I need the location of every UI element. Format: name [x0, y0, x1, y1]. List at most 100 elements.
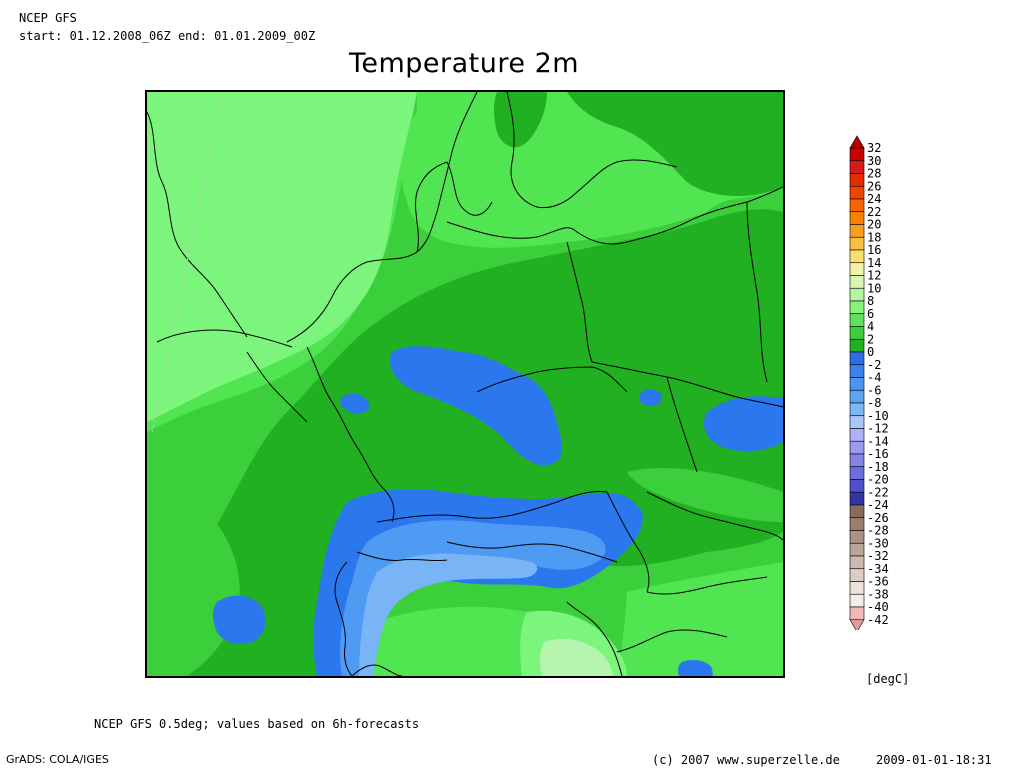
legend-swatch [849, 440, 865, 455]
legend-swatch [849, 185, 865, 200]
legend-label: 14 [867, 256, 881, 270]
legend-swatch [849, 581, 865, 595]
zone-pale-blue-alps [359, 553, 538, 676]
border-sk-hu [646, 491, 783, 541]
legend-swatch [849, 249, 865, 264]
legend-swatch [849, 568, 865, 582]
legend-swatch [849, 326, 865, 340]
legend-swatch [849, 466, 865, 480]
legend-swatch [849, 555, 865, 570]
zone-blue-spot-west [212, 595, 266, 644]
legend-arrow-top [849, 135, 865, 149]
legend-swatch [849, 479, 865, 493]
legend-label: -38 [867, 587, 889, 601]
legend-swatch [849, 287, 865, 302]
legend-label: 8 [867, 294, 874, 308]
legend-label: 18 [867, 230, 881, 244]
legend-label: -40 [867, 600, 889, 614]
legend-swatch [849, 402, 865, 417]
legend-swatch [849, 224, 865, 238]
legend-swatch [849, 517, 865, 531]
coastline-sweden [506, 92, 678, 209]
legend-swatch [849, 593, 865, 608]
legend-label: 16 [867, 243, 881, 257]
legend-swatch [849, 491, 865, 506]
legend-label: -8 [867, 396, 881, 410]
zone-lighter-green [147, 92, 417, 422]
temperature-map [145, 90, 785, 678]
legend-label: -16 [867, 447, 889, 461]
legend-swatch [849, 428, 865, 442]
legend-label: -6 [867, 383, 881, 397]
zone-mid-green-west [147, 512, 240, 676]
legend-label: 10 [867, 281, 881, 295]
coastline-uk [147, 111, 293, 348]
border-fr-de [306, 346, 395, 523]
legend-swatch [849, 389, 865, 404]
legend-swatch [849, 211, 865, 225]
border-ch-it [334, 551, 448, 676]
legend-swatch [849, 300, 865, 315]
legend-label: -42 [867, 613, 889, 627]
zone-light-green-southeast [617, 562, 783, 676]
legend-label: -24 [867, 498, 889, 512]
legend-label: -2 [867, 358, 881, 372]
legend-label: 0 [867, 345, 874, 359]
legend-label: -14 [867, 434, 889, 448]
coastline-denmark [415, 161, 493, 253]
legend-swatch [849, 173, 865, 187]
legend-label: -22 [867, 485, 889, 499]
legend-swatch [849, 542, 865, 557]
borders [147, 92, 783, 676]
timestamp: 2009-01-01-18:31 [876, 753, 992, 767]
data-source-note: NCEP GFS 0.5deg; values based on 6h-fore… [94, 717, 420, 731]
forecast-period: start: 01.12.2008_06Z end: 01.01.2009_00… [19, 29, 316, 43]
map-title: Temperature 2m [348, 48, 580, 79]
border-balkan [616, 576, 768, 653]
legend-swatch [849, 313, 865, 327]
zone-light-green [147, 92, 783, 248]
legend-label: 30 [867, 154, 881, 168]
legend-swatch [849, 351, 865, 366]
zone-dark-green-sweden [494, 92, 547, 148]
legend-swatch [849, 504, 865, 519]
legend-swatch [849, 262, 865, 276]
border-at-hu [606, 491, 650, 593]
legend-units: [degC] [866, 672, 910, 686]
legend-swatch [849, 530, 865, 544]
legend-swatch [849, 453, 865, 468]
legend-label: 2 [867, 332, 874, 346]
zone-blue-spot-czech [639, 389, 663, 407]
legend-label: -30 [867, 536, 889, 550]
legend-label: 28 [867, 167, 881, 181]
legend-swatch [849, 275, 865, 289]
legend-swatch [849, 606, 865, 621]
legend-label: 12 [867, 269, 881, 283]
legend-label: -4 [867, 371, 881, 385]
legend-swatch [849, 160, 865, 174]
legend-label: 24 [867, 192, 881, 206]
legend-label: 32 [867, 141, 881, 155]
coastline-adriatic [566, 601, 623, 676]
border-fr-west [246, 351, 308, 423]
legend-label: -32 [867, 549, 889, 563]
map-canvas [147, 92, 783, 676]
legend-label: -34 [867, 562, 889, 576]
zone-pale-green [540, 638, 613, 676]
zone-blue-central [389, 346, 562, 466]
legend-label: 22 [867, 205, 881, 219]
legend-swatch [849, 364, 865, 378]
border-pl-east [591, 361, 783, 408]
legend-label: 26 [867, 179, 881, 193]
legend-label: -10 [867, 409, 889, 423]
zone-blue-spot-south [678, 660, 713, 676]
legend-swatch [849, 236, 865, 251]
legend-swatch [849, 377, 865, 391]
legend-arrow-bottom [849, 619, 865, 630]
legend-label: -20 [867, 473, 889, 487]
legend-label: -36 [867, 575, 889, 589]
legend-label: -12 [867, 422, 889, 436]
legend-swatch [849, 198, 865, 213]
legend-label: 4 [867, 320, 874, 334]
software-credit: GrADS: COLA/IGES [6, 753, 109, 766]
